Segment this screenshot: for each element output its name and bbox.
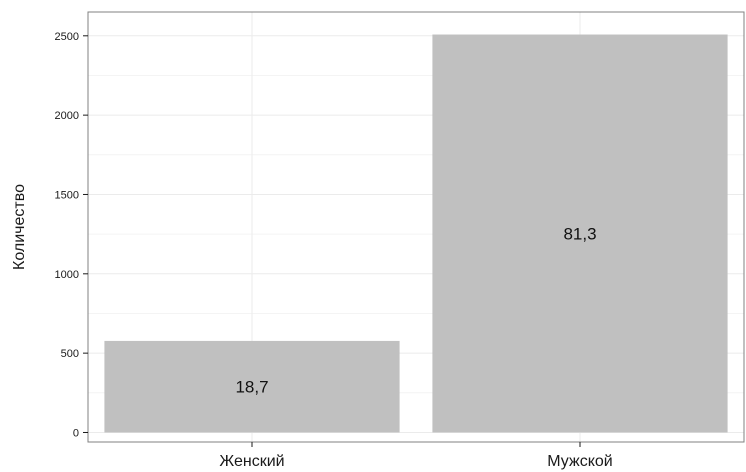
panel-border [87,11,745,443]
data-label: 81,3 [563,225,596,244]
x-axis: Женский Мужской [219,442,613,470]
y-tick-label: 1500 [55,189,79,201]
y-axis: 0 500 1000 1500 2000 2500 [55,31,88,439]
y-tick-label: 2000 [55,110,79,122]
y-axis-title: Количество [11,184,28,270]
bar-1 [104,340,400,433]
y-tick-label: 2500 [55,31,79,43]
y-tick-label: 0 [73,427,79,439]
y-tick-label: 1000 [55,269,79,281]
x-tick-label: Мужской [547,453,612,470]
data-label-layer: 18,7 81,3 [235,225,596,397]
bar-2 [432,34,728,433]
bar-layer [104,34,728,433]
data-label: 18,7 [235,378,268,397]
y-tick-label: 500 [61,348,79,360]
x-tick-label: Женский [219,453,284,470]
